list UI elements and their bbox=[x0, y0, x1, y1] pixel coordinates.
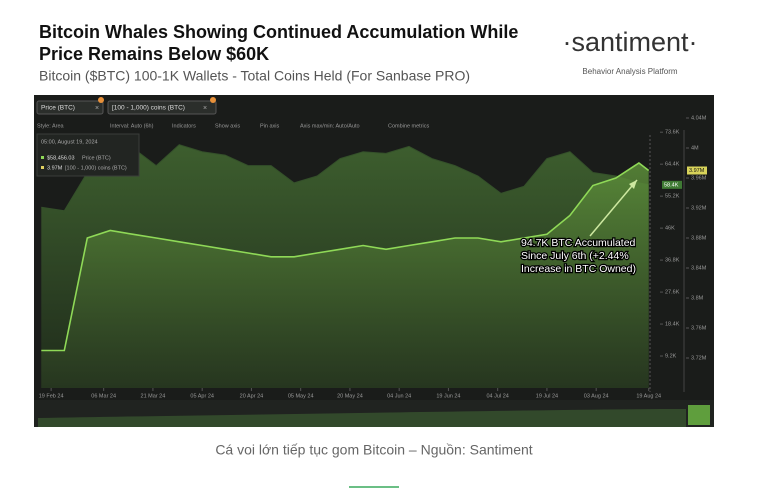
y2-tick-label: 4M bbox=[691, 145, 699, 151]
y2-tick-label: 3.8M bbox=[691, 295, 704, 301]
title-line: Price Remains Below $60K bbox=[39, 44, 269, 64]
current-badge bbox=[662, 180, 682, 189]
y-tick-label: 55.2K bbox=[665, 194, 680, 200]
tooltip bbox=[36, 133, 140, 177]
x-tick-label: 05 Apr 24 bbox=[190, 393, 214, 399]
x-tick-label: 05 May 24 bbox=[288, 393, 314, 399]
tooltip-series: Price (BTC) bbox=[82, 155, 111, 161]
toolbar-item[interactable]: Show axis bbox=[215, 123, 240, 129]
y-tick-label: 73.6K bbox=[665, 130, 680, 136]
x-tick-label: 19 Jun 24 bbox=[436, 393, 460, 399]
area bbox=[41, 163, 649, 388]
y2-tick-label: 3.96M bbox=[691, 175, 707, 181]
y2-tick-label: 3.84M bbox=[691, 265, 707, 271]
y-tick-label: 27.6K bbox=[665, 290, 680, 296]
annotation-line: Increase in BTC Owned) bbox=[521, 263, 636, 275]
tooltip-series: [100 - 1,000) coins (BTC) bbox=[65, 165, 127, 171]
x-tick-label: 19 Feb 24 bbox=[39, 393, 64, 399]
logo-tagline: Behavior Analysis Platform bbox=[582, 67, 677, 76]
navigator-handle[interactable] bbox=[688, 405, 710, 425]
annotation-line: Since July 6th (+2.44% bbox=[521, 250, 629, 262]
y2-tick-label: 3.92M bbox=[691, 205, 707, 211]
toolbar-item[interactable]: Indicators bbox=[172, 123, 196, 129]
plot: 19 Feb 24 06 Mar 24 21 Mar 24 05 Apr 24 20 A… bbox=[39, 115, 707, 399]
line bbox=[41, 162, 650, 352]
tooltip-date: 05:00, August 19, 2024 bbox=[41, 139, 98, 145]
y-tick-label: 9.2K bbox=[665, 353, 677, 359]
y2-tick-label: 3.88M bbox=[691, 235, 707, 241]
toolbar-item[interactable]: Style: Area bbox=[37, 123, 65, 129]
line bbox=[41, 144, 649, 212]
tooltip-swatch bbox=[41, 156, 44, 159]
y-tick-label: 46K bbox=[665, 226, 675, 232]
current-label: 3.97M bbox=[689, 168, 705, 174]
y2-tick-label: 4.04M bbox=[691, 115, 707, 121]
x-tick-label: 04 Jun 24 bbox=[387, 393, 411, 399]
tooltip-value: $58,456.03 bbox=[47, 155, 75, 161]
toolbar-item[interactable]: Pin axis bbox=[260, 123, 280, 129]
chip-badge bbox=[98, 97, 104, 103]
legend-chip[interactable] bbox=[107, 100, 217, 115]
annotation-arrow bbox=[589, 179, 638, 237]
toolbar-item[interactable]: Interval: Auto (6h) bbox=[110, 123, 154, 129]
x-tick-label: 19 Aug 24 bbox=[636, 393, 661, 399]
toolbar-item[interactable]: Combine metrics bbox=[388, 123, 430, 129]
y-tick-label: 36.8K bbox=[665, 258, 680, 264]
toolbar: Style: Area Interval: Auto (6h) Indicators… bbox=[37, 123, 430, 129]
navigator-area bbox=[38, 409, 686, 427]
caption: Cá voi lớn tiếp tục gom Bitcoin – Nguồn:… bbox=[215, 442, 532, 458]
y2-tick-label: 3.72M bbox=[691, 355, 707, 361]
x-tick-label: 19 Jul 24 bbox=[536, 393, 558, 399]
logo: ·santiment· bbox=[562, 27, 697, 57]
x-tick-label: 06 Mar 24 bbox=[91, 393, 116, 399]
x-tick-label: 03 Aug 24 bbox=[584, 393, 609, 399]
current-label: 58.4K bbox=[664, 182, 679, 188]
tooltip-value: 3.97M bbox=[47, 165, 63, 171]
chip-close[interactable]: × bbox=[203, 105, 207, 112]
legend-entry[interactable]: Price (BTC) bbox=[41, 105, 75, 112]
toolbar-item[interactable]: Axis max/min: Auto/Auto bbox=[300, 123, 360, 129]
title-line: Bitcoin Whales Showing Continued Accumul… bbox=[39, 22, 518, 42]
tooltip-swatch bbox=[41, 166, 44, 169]
y2-tick-label: 3.76M bbox=[691, 325, 707, 331]
chip-close[interactable]: × bbox=[95, 105, 99, 112]
x-tick-label: 20 Apr 24 bbox=[240, 393, 264, 399]
subtitle: Bitcoin ($BTC) 100-1K Wallets - Total Co… bbox=[39, 68, 470, 84]
y-tick-label: 64.4K bbox=[665, 162, 680, 168]
x-tick-label: 04 Jul 24 bbox=[487, 393, 509, 399]
y-tick-label: 18.4K bbox=[665, 322, 680, 328]
x-tick-label: 20 May 24 bbox=[337, 393, 363, 399]
current-badge bbox=[687, 166, 707, 175]
legend-chip[interactable] bbox=[36, 100, 104, 115]
chip-badge bbox=[210, 97, 216, 103]
annotation-arrowhead bbox=[629, 180, 637, 189]
legend-entry[interactable]: [100 - 1,000) coins (BTC) bbox=[112, 105, 185, 112]
annotation-line: 94.7K BTC Accumulated bbox=[521, 237, 636, 249]
x-tick-label: 21 Mar 24 bbox=[141, 393, 166, 399]
